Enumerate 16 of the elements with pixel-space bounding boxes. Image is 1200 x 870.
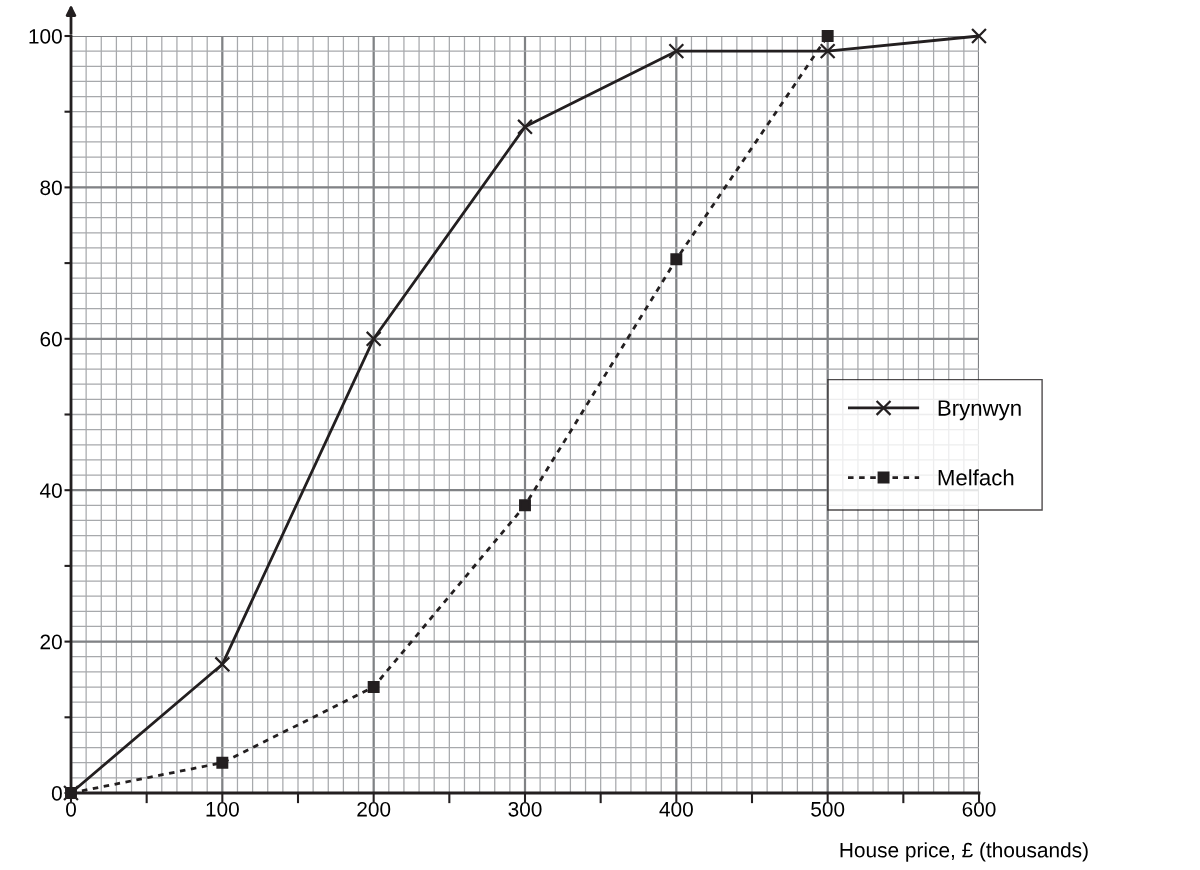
- x-tick-label: 100: [206, 801, 239, 817]
- x-tick-label: 600: [962, 801, 996, 817]
- legend-label: Melfach: [938, 469, 1014, 486]
- x-tick-label: 0: [66, 801, 76, 817]
- x-axis-title: House price, £ (thousands): [840, 842, 1088, 862]
- y-tick-label: 80: [40, 180, 62, 196]
- y-tick-label: 40: [39, 483, 62, 498]
- y-tick-label: 20: [40, 634, 62, 650]
- x-tick-label: 400: [659, 801, 693, 817]
- x-tick-label: 200: [357, 801, 391, 817]
- y-tick-label: 0: [51, 786, 62, 801]
- legend-label: Brynwyn: [938, 400, 1021, 421]
- y-tick-label: 100: [29, 29, 62, 44]
- x-tick-label: 300: [508, 801, 542, 817]
- y-tick-label: 60: [40, 331, 62, 347]
- x-tick-label: 500: [811, 801, 845, 817]
